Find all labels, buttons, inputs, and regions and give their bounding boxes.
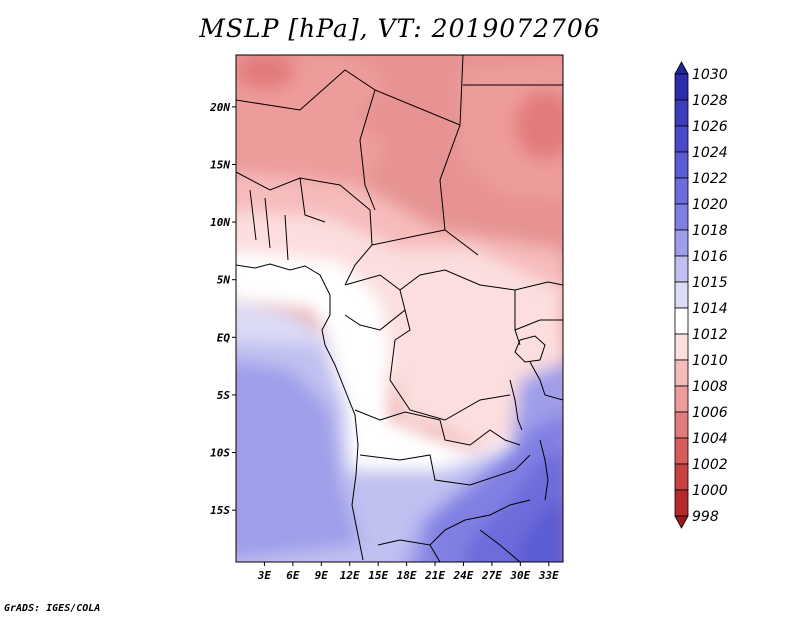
colorbar-label: 1026: [692, 119, 728, 135]
lon-tick-label: 15E: [368, 569, 388, 582]
colorbar-swatch: [674, 281, 689, 309]
border-sahel: [236, 171, 446, 286]
border-central: [344, 269, 549, 421]
colorbar-swatch: [674, 463, 689, 491]
lake-victoria: [514, 335, 546, 363]
credit-label: GrADS: IGES/COLA: [4, 603, 101, 614]
lon-tick-label: 12E: [340, 569, 360, 582]
colorbar-swatch: [674, 333, 689, 361]
lat-tick-label: 15S: [210, 504, 230, 517]
page-title: MSLP [hPa], VT: 2019072706: [199, 14, 601, 43]
colorbar-swatch: [674, 73, 689, 101]
border-east: [514, 281, 563, 401]
colorbar-label: 1022: [692, 171, 728, 187]
colorbar-label: 1008: [692, 379, 728, 395]
band-1014: [236, 251, 520, 520]
lat-axis: 20N 15N 10N 5N EQ 5S 10S 15S: [209, 101, 236, 517]
colorbar-label: 1015: [692, 275, 728, 291]
colorbar-swatch: [674, 255, 689, 283]
colorbar-label: 1002: [692, 457, 728, 473]
low-1006-ne: [515, 90, 563, 160]
lat-tick-label: 10N: [210, 216, 230, 229]
colorbar-label: 1020: [692, 197, 728, 213]
lon-axis: 3E 6E 9E 12E 15E 18E 21E 24E 27E 30E 33E: [257, 562, 559, 582]
lat-tick-label: 5N: [217, 274, 231, 287]
band-1024: [517, 502, 563, 562]
colorbar-label: 1014: [692, 301, 728, 317]
colorbar-swatch: [674, 229, 689, 257]
colorbar-label: 998: [692, 509, 719, 525]
band-1018: [236, 361, 360, 559]
colorbar-swatch: [674, 307, 689, 335]
colorbar-top-arrow: [674, 61, 689, 75]
lon-tick-label: 24E: [453, 569, 474, 582]
colorbar-swatch: [674, 99, 689, 127]
pressure-field: [236, 55, 563, 562]
colorbar-label: 1006: [692, 405, 728, 421]
lat-tick-label: EQ: [217, 331, 231, 344]
colorbar-label: 1000: [692, 483, 728, 499]
borders: [236, 55, 563, 562]
lon-tick-label: 30E: [509, 569, 530, 582]
lon-tick-label: 6E: [286, 569, 300, 582]
colorbar-label: 1016: [692, 249, 728, 265]
low-1006-nw: [236, 55, 295, 90]
border-west-coast: [249, 189, 289, 261]
colorbar-label: 1030: [692, 67, 728, 83]
colorbar-swatch: [674, 125, 689, 153]
lon-tick-label: 3E: [257, 569, 272, 582]
colorbar: 1030 1028 1026 1024 1022 1020 1018 1016 1015 1014…: [674, 61, 728, 529]
colorbar-label: 1004: [692, 431, 728, 447]
colorbar-swatch: [674, 203, 689, 231]
border-south: [354, 409, 531, 562]
lon-tick-label: 27E: [481, 569, 502, 582]
colorbar-swatch: [674, 359, 689, 387]
lon-tick-label: 21E: [424, 569, 445, 582]
colorbar-label: 1028: [692, 93, 728, 109]
colorbar-swatch: [674, 385, 689, 413]
colorbar-label: 1024: [692, 145, 728, 161]
lon-tick-label: 9E: [315, 569, 329, 582]
colorbar-swatch: [674, 489, 689, 517]
colorbar-label: 1012: [692, 327, 728, 343]
lon-tick-label: 33E: [538, 569, 559, 582]
border-north: [236, 55, 563, 256]
lat-tick-label: 15N: [210, 158, 230, 171]
lake-malawi: [539, 439, 549, 501]
low-1006-central: [360, 90, 440, 140]
coastline: [236, 263, 364, 561]
colorbar-label: 1010: [692, 353, 728, 369]
lat-tick-label: 20N: [209, 101, 230, 114]
lake-tanganyika: [509, 379, 523, 431]
colorbar-swatch: [674, 411, 689, 439]
colorbar-bottom-arrow: [674, 515, 689, 529]
colorbar-label: 1018: [692, 223, 728, 239]
colorbar-swatch: [674, 177, 689, 205]
map-frame: [235, 54, 564, 563]
lat-tick-label: 10S: [210, 447, 230, 460]
lon-tick-label: 18E: [397, 569, 417, 582]
lat-tick-label: 5S: [217, 389, 231, 402]
colorbar-swatch: [674, 151, 689, 179]
colorbar-swatch: [674, 437, 689, 465]
